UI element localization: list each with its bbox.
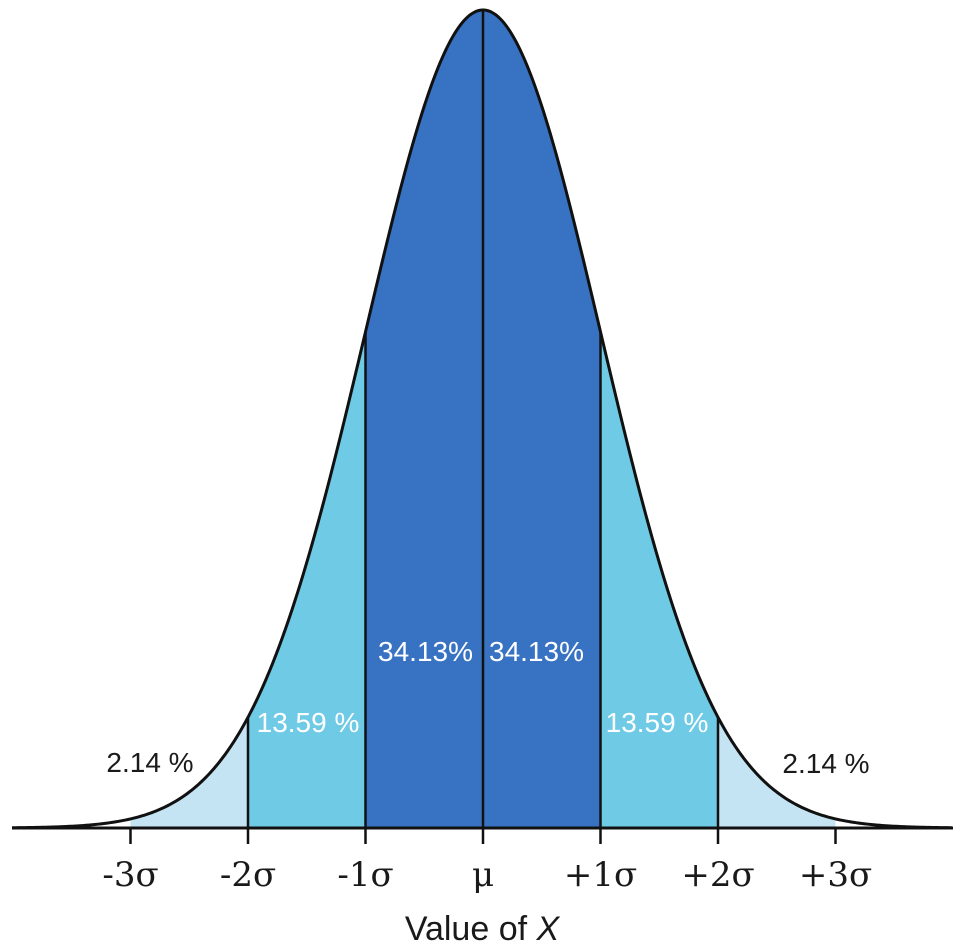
band-percent-label-3: 34.13% <box>378 636 473 667</box>
x-axis-title-prefix: Value of <box>405 910 537 947</box>
x-axis-title: Value of X <box>405 910 561 947</box>
tick-label-4: μ <box>472 855 494 895</box>
tick-label-1: -3σ <box>102 855 158 895</box>
bell-curve-outline <box>11 8 953 830</box>
sigma-dividers <box>246 10 720 828</box>
x-axis-ticks: -3σ -2σ -1σ μ +1σ +2σ +3σ <box>102 828 872 895</box>
band-area-1 <box>130 717 248 828</box>
x-axis-title-variable: X <box>536 910 561 947</box>
band-percent-label-6: 2.14 % <box>782 748 869 779</box>
tick-label-7: +3σ <box>799 855 872 895</box>
band-area-6 <box>718 717 836 828</box>
band-percent-label-4: 34.13% <box>489 636 584 667</box>
tick-label-6: +2σ <box>681 855 754 895</box>
band-percent-label-1: 2.14 % <box>106 747 193 778</box>
tick-label-2: -2σ <box>220 855 276 895</box>
tick-label-3: -1σ <box>337 855 393 895</box>
tick-label-5: +1σ <box>564 855 637 895</box>
band-percent-label-5: 13.59 % <box>606 707 709 738</box>
band-percent-labels: 2.14 % 13.59 % 34.13% 34.13% 13.59 % 2.14 % <box>106 636 869 779</box>
band-percent-label-2: 13.59 % <box>257 707 360 738</box>
band-area-3 <box>365 10 483 828</box>
band-area-4 <box>483 10 601 828</box>
